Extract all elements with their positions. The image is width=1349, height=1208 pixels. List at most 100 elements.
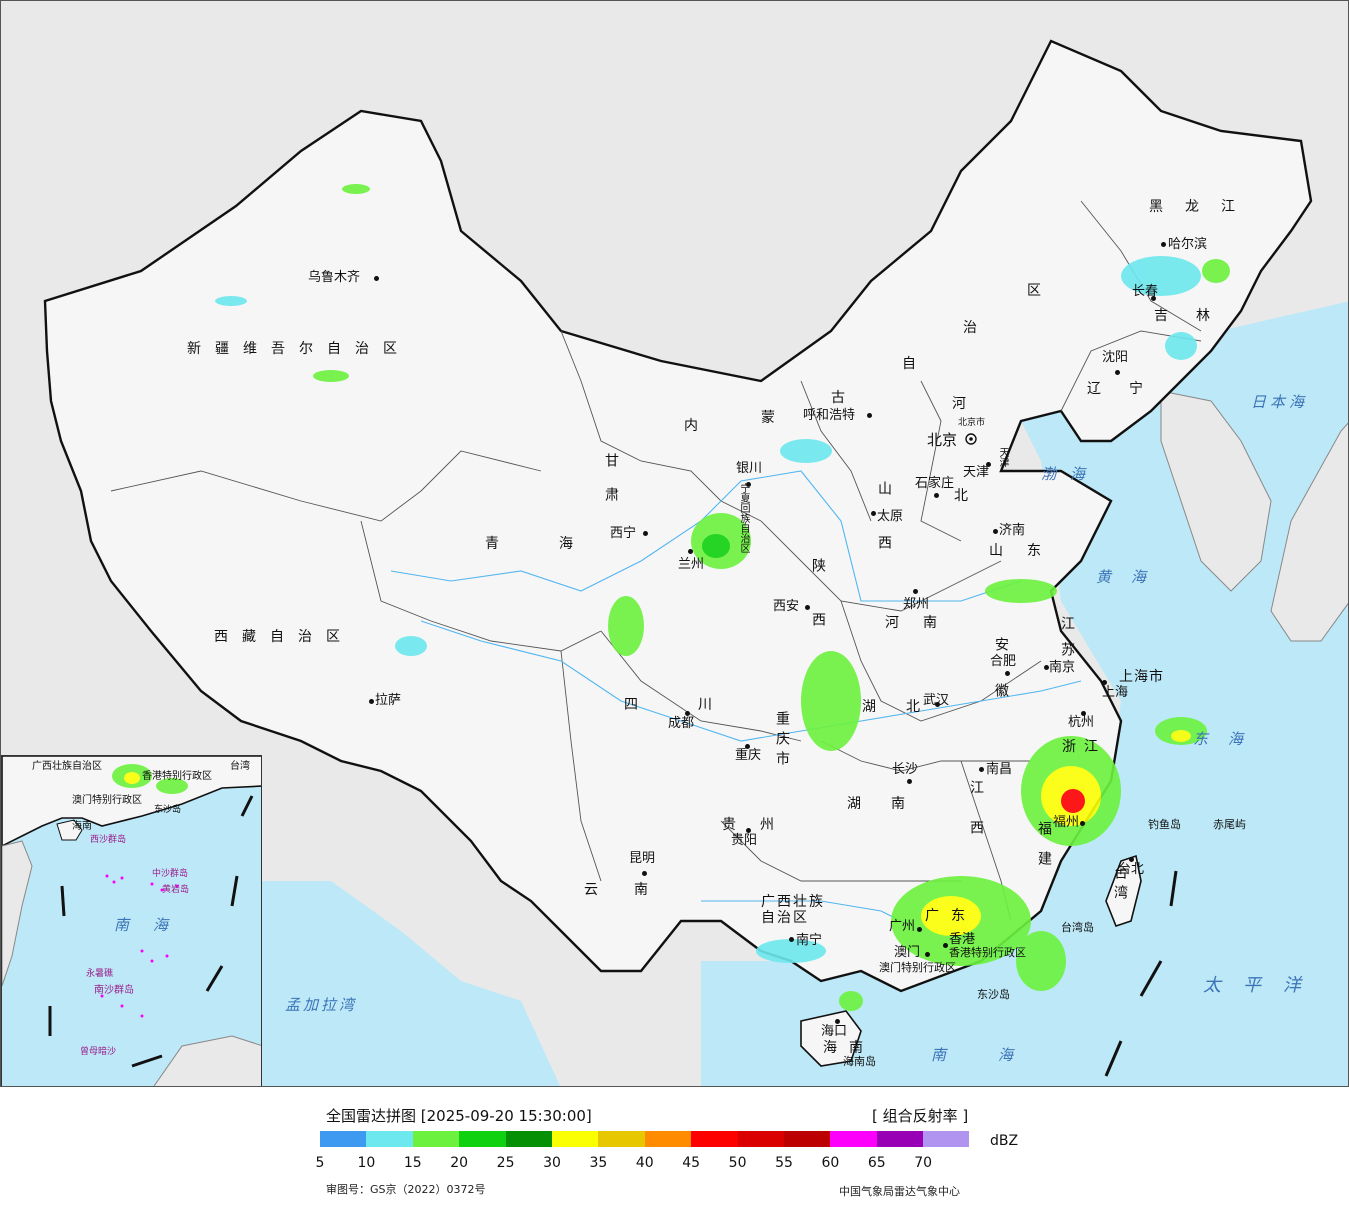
city-dot-nanchang bbox=[979, 767, 984, 772]
city-guangzhou: 广州 bbox=[889, 919, 916, 934]
city-chengdu: 成都 bbox=[668, 716, 695, 731]
city-macau: 澳门 bbox=[894, 945, 921, 960]
city-dot-wuhan bbox=[935, 702, 940, 707]
color-scale-segment bbox=[505, 1131, 552, 1147]
city-dot-xining bbox=[643, 531, 648, 536]
label-jiangsu: 江苏 bbox=[1059, 616, 1075, 668]
city-dot-nanjing bbox=[1044, 665, 1049, 670]
label-shanghai: 上海市 bbox=[1119, 669, 1164, 685]
label-macau-sar: 澳门特别行政区 bbox=[879, 961, 956, 974]
city-dot-hongkong bbox=[943, 943, 948, 948]
unit-label: dBZ bbox=[990, 1133, 1019, 1149]
city-fuzhou: 福州 bbox=[1053, 815, 1080, 830]
province-borders bbox=[110, 200, 1202, 922]
scale-tick-label: 35 bbox=[589, 1155, 608, 1171]
city-dot-shijiazhuang bbox=[934, 493, 939, 498]
sea-japan: 日本海 bbox=[1251, 393, 1309, 411]
scale-tick-label: 20 bbox=[450, 1155, 469, 1171]
sea-nanhai: 南海 bbox=[931, 1046, 1066, 1064]
city-dot-guangzhou bbox=[917, 927, 922, 932]
city-haikou: 海口 bbox=[821, 1024, 848, 1039]
city-dot-hefei bbox=[1005, 671, 1010, 676]
label-neimenggu-5: 治 bbox=[963, 320, 991, 336]
label-taiwan-island: 台湾岛 bbox=[1061, 921, 1094, 934]
city-lhasa: 拉萨 bbox=[375, 693, 402, 708]
city-nanchang: 南昌 bbox=[986, 762, 1013, 777]
city-dot-zhengzhou bbox=[913, 589, 918, 594]
label-liaoning: 辽宁 bbox=[1087, 381, 1171, 397]
city-dot-jinan bbox=[993, 529, 998, 534]
label-taiwan: 台湾 bbox=[1112, 865, 1128, 905]
inset-dash-lines bbox=[48, 795, 254, 1068]
label-diaoyu: 钓鱼岛 bbox=[1148, 818, 1181, 831]
label-qinghai: 青海 bbox=[485, 536, 633, 552]
city-xining: 西宁 bbox=[610, 526, 637, 541]
inset-label-macau: 澳门特别行政区 bbox=[72, 795, 142, 806]
city-dot-changchun bbox=[1151, 296, 1156, 301]
scale-tick-label: 5 bbox=[315, 1155, 325, 1171]
product-type: [ 组合反射率 ] bbox=[872, 1107, 969, 1125]
hainan-island bbox=[800, 1010, 862, 1067]
city-yinchuan: 银川 bbox=[736, 461, 763, 476]
label-guangdong: 广东 bbox=[925, 908, 977, 924]
city-dot-chengdu bbox=[685, 711, 690, 716]
color-scale-segment bbox=[366, 1131, 413, 1147]
city-shanghai: 上海 bbox=[1102, 685, 1129, 700]
scale-tick-label: 60 bbox=[821, 1155, 840, 1171]
color-scale-segment bbox=[737, 1131, 784, 1147]
inset-label-xisha: 西沙群岛 bbox=[90, 835, 127, 845]
city-dot-shanghai bbox=[1102, 680, 1107, 685]
city-changsha: 长沙 bbox=[892, 762, 919, 777]
inset-label-hainan: 海南 bbox=[72, 821, 92, 832]
city-taiyuan: 太原 bbox=[877, 509, 904, 524]
scale-tick-label: 10 bbox=[357, 1155, 376, 1171]
city-tianjin: 天津 bbox=[963, 465, 990, 480]
city-dot-lhasa bbox=[369, 699, 374, 704]
label-hebei-2: 北 bbox=[954, 488, 982, 504]
japan bbox=[1270, 422, 1348, 642]
sea-donghai: 东海 bbox=[1193, 730, 1264, 748]
label-sichuan: 四川 bbox=[624, 697, 772, 713]
color-scale-segment bbox=[320, 1131, 367, 1147]
city-dot-hangzhou bbox=[1081, 711, 1086, 716]
label-zhejiang: 浙江 bbox=[1062, 739, 1106, 755]
inset-label-zengmu: 曾母暗沙 bbox=[80, 1047, 117, 1057]
source-agency: 中国气象局雷达气象中心 bbox=[839, 1185, 960, 1198]
inset-canvas bbox=[2, 756, 261, 1086]
inset-label-nansha: 南沙群岛 bbox=[94, 985, 134, 996]
city-shijiazhuang: 石家庄 bbox=[915, 476, 955, 491]
inset-islands bbox=[100, 874, 179, 1018]
city-dot-taiyuan bbox=[871, 511, 876, 516]
label-hebei-1: 河 bbox=[952, 396, 980, 412]
sea-pacific: 太平洋 bbox=[1203, 975, 1323, 996]
color-scale-segment bbox=[783, 1131, 831, 1147]
label-chongqing: 重庆市 bbox=[774, 711, 790, 771]
color-scale-segment bbox=[876, 1131, 924, 1147]
city-dot-fuzhou bbox=[1080, 821, 1085, 826]
city-hangzhou: 杭州 bbox=[1068, 715, 1095, 730]
city-dot-macau bbox=[925, 952, 930, 957]
label-hainan: 海南 bbox=[823, 1040, 875, 1056]
city-taipei: 台北 bbox=[1118, 862, 1145, 877]
city-urumqi: 乌鲁木齐 bbox=[308, 270, 361, 285]
color-scale-segment bbox=[412, 1131, 460, 1147]
label-neimenggu-2: 蒙 bbox=[761, 410, 789, 426]
city-dot-xian bbox=[805, 605, 810, 610]
scale-tick-label: 55 bbox=[775, 1155, 793, 1171]
beijing-capital-mark bbox=[965, 433, 977, 445]
city-wuhan: 武汉 bbox=[923, 693, 950, 708]
label-fujian: 福建 bbox=[1036, 821, 1052, 881]
city-xian: 西安 bbox=[773, 599, 800, 614]
label-dongsha: 东沙岛 bbox=[977, 988, 1010, 1001]
south-china-sea-inset: 广西壮族自治区 香港特别行政区 澳门特别行政区 台湾 海南 西沙群岛 中沙群岛 … bbox=[1, 755, 262, 1086]
mosaic-title: 全国雷达拼图 [2025-09-20 15:30:00] bbox=[326, 1107, 592, 1125]
color-scale-segment bbox=[691, 1131, 738, 1147]
city-guiyang: 贵阳 bbox=[731, 833, 758, 848]
scale-tick-label: 65 bbox=[867, 1155, 886, 1171]
label-neimenggu-4: 自 bbox=[902, 356, 930, 372]
city-changchun: 长春 bbox=[1132, 284, 1159, 299]
city-kunming: 昆明 bbox=[629, 851, 656, 866]
label-shanxi: 山西 bbox=[876, 481, 892, 589]
inset-label-guangxi: 广西壮族自治区 bbox=[32, 761, 102, 772]
